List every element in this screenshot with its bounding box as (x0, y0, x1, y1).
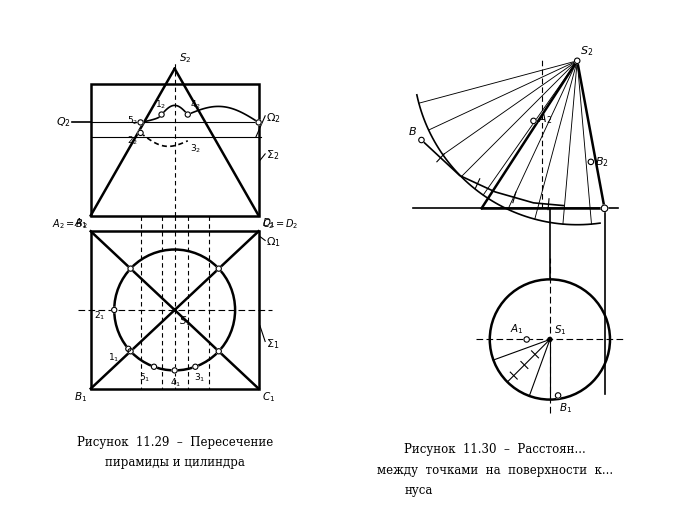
Circle shape (256, 120, 261, 125)
Text: $3_2$: $3_2$ (190, 142, 201, 154)
Text: нуса: нуса (405, 484, 433, 497)
Text: $D_1$: $D_1$ (262, 216, 276, 230)
Circle shape (575, 58, 580, 63)
Text: $A_1$: $A_1$ (510, 322, 523, 336)
Circle shape (555, 393, 561, 398)
Text: между  точками  на  поверхности  к...: между точками на поверхности к... (377, 464, 613, 477)
Text: $4_1$: $4_1$ (171, 376, 181, 389)
Text: Рисунок  11.30  –  Расстоян...: Рисунок 11.30 – Расстоян... (404, 443, 586, 456)
Circle shape (172, 368, 177, 373)
Text: $\Omega_1$: $\Omega_1$ (267, 235, 282, 249)
Circle shape (531, 118, 536, 124)
Circle shape (126, 346, 131, 351)
Circle shape (128, 266, 133, 271)
Text: $B_2$: $B_2$ (595, 155, 609, 169)
Text: $A_2$$=$$B_2$: $A_2$$=$$B_2$ (51, 217, 87, 231)
Circle shape (112, 307, 117, 313)
Text: $2_1$: $2_1$ (94, 310, 106, 322)
Text: $\Sigma_1$: $\Sigma_1$ (267, 337, 280, 351)
Circle shape (152, 364, 156, 369)
Text: $C_1$: $C_1$ (262, 390, 275, 404)
Text: $A_1$: $A_1$ (74, 216, 87, 230)
Text: $5_1$: $5_1$ (139, 372, 150, 385)
Circle shape (216, 266, 221, 271)
Circle shape (185, 112, 190, 117)
Text: $5_2$: $5_2$ (127, 115, 139, 127)
Text: $2_2$: $2_2$ (127, 134, 139, 147)
Text: $S_1$: $S_1$ (179, 314, 191, 328)
Circle shape (193, 364, 198, 369)
Text: $4_2$: $4_2$ (190, 99, 202, 111)
Text: пирамиды и цилиндра: пирамиды и цилиндра (105, 456, 244, 469)
Text: $C_2$$=$$D_2$: $C_2$$=$$D_2$ (262, 217, 298, 231)
Text: Рисунок  11.29  –  Пересечение: Рисунок 11.29 – Пересечение (77, 436, 273, 449)
Text: $3_1$: $3_1$ (194, 372, 205, 385)
Circle shape (159, 112, 164, 117)
Circle shape (216, 349, 221, 354)
Circle shape (588, 159, 594, 165)
Text: $B$: $B$ (408, 125, 417, 137)
Text: $\Sigma_2$: $\Sigma_2$ (267, 148, 280, 162)
Text: $\Omega_2$: $\Omega_2$ (267, 112, 281, 125)
Circle shape (138, 130, 143, 135)
Text: $S_2$: $S_2$ (179, 51, 191, 65)
Text: $S_2$: $S_2$ (580, 44, 594, 58)
Text: $B_1$: $B_1$ (559, 402, 573, 415)
Text: $B_1$: $B_1$ (74, 390, 87, 404)
Text: $S_1$: $S_1$ (554, 323, 567, 337)
Circle shape (524, 337, 529, 342)
Circle shape (173, 308, 177, 312)
Circle shape (547, 337, 552, 342)
Text: $1_1$: $1_1$ (108, 351, 120, 364)
Text: $1_2$: $1_2$ (154, 99, 166, 111)
Text: $Q_2$: $Q_2$ (56, 115, 71, 129)
Text: $A_2$: $A_2$ (538, 113, 552, 126)
Circle shape (601, 205, 608, 212)
Circle shape (419, 138, 424, 143)
Circle shape (128, 349, 133, 354)
Circle shape (138, 120, 143, 125)
